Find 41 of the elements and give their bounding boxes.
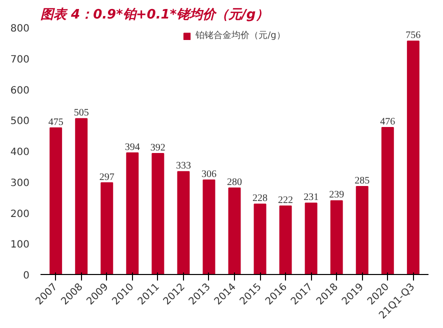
data-label: 394 <box>124 142 140 153</box>
y-tick-label: 100 <box>10 240 30 251</box>
data-label: 297 <box>99 172 114 183</box>
bar <box>304 202 318 274</box>
y-tick-label: 600 <box>10 85 30 96</box>
y-tick-label: 400 <box>10 147 30 158</box>
data-label: 392 <box>150 142 166 154</box>
legend-label: 铂铑合金均价（元/g） <box>196 30 286 42</box>
bar <box>381 127 394 274</box>
y-tick-label: 200 <box>10 208 30 220</box>
y-tick-label: 500 <box>10 116 30 128</box>
bar <box>126 152 139 274</box>
bar <box>406 40 420 274</box>
data-label: 231 <box>304 192 319 204</box>
y-tick-label: 700 <box>10 54 30 66</box>
bar <box>254 204 266 274</box>
bar <box>152 152 164 274</box>
data-label: 228 <box>252 193 268 204</box>
bar <box>202 180 216 274</box>
bar <box>100 182 114 274</box>
data-label: 756 <box>406 30 421 42</box>
data-label: 333 <box>176 160 191 172</box>
bar <box>330 200 343 274</box>
bar <box>356 186 368 274</box>
data-label: 222 <box>278 194 294 206</box>
bar <box>75 118 88 274</box>
data-label: 285 <box>354 176 370 187</box>
bar <box>279 205 292 274</box>
data-label: 505 <box>74 108 89 119</box>
y-tick-label: 300 <box>10 178 30 189</box>
data-label: 475 <box>48 116 64 128</box>
y-tick-label: 800 <box>10 24 30 34</box>
data-label: 239 <box>329 190 344 201</box>
bar <box>228 188 241 274</box>
chart-title: 图表 4：0.9*铂+0.1*铑均价（元/g） <box>40 8 269 22</box>
bar <box>50 127 62 274</box>
data-label: 306 <box>201 169 216 180</box>
bar <box>177 171 190 274</box>
data-label: 476 <box>380 116 396 128</box>
y-tick-label: 0 <box>23 270 30 282</box>
data-label: 280 <box>227 177 242 188</box>
